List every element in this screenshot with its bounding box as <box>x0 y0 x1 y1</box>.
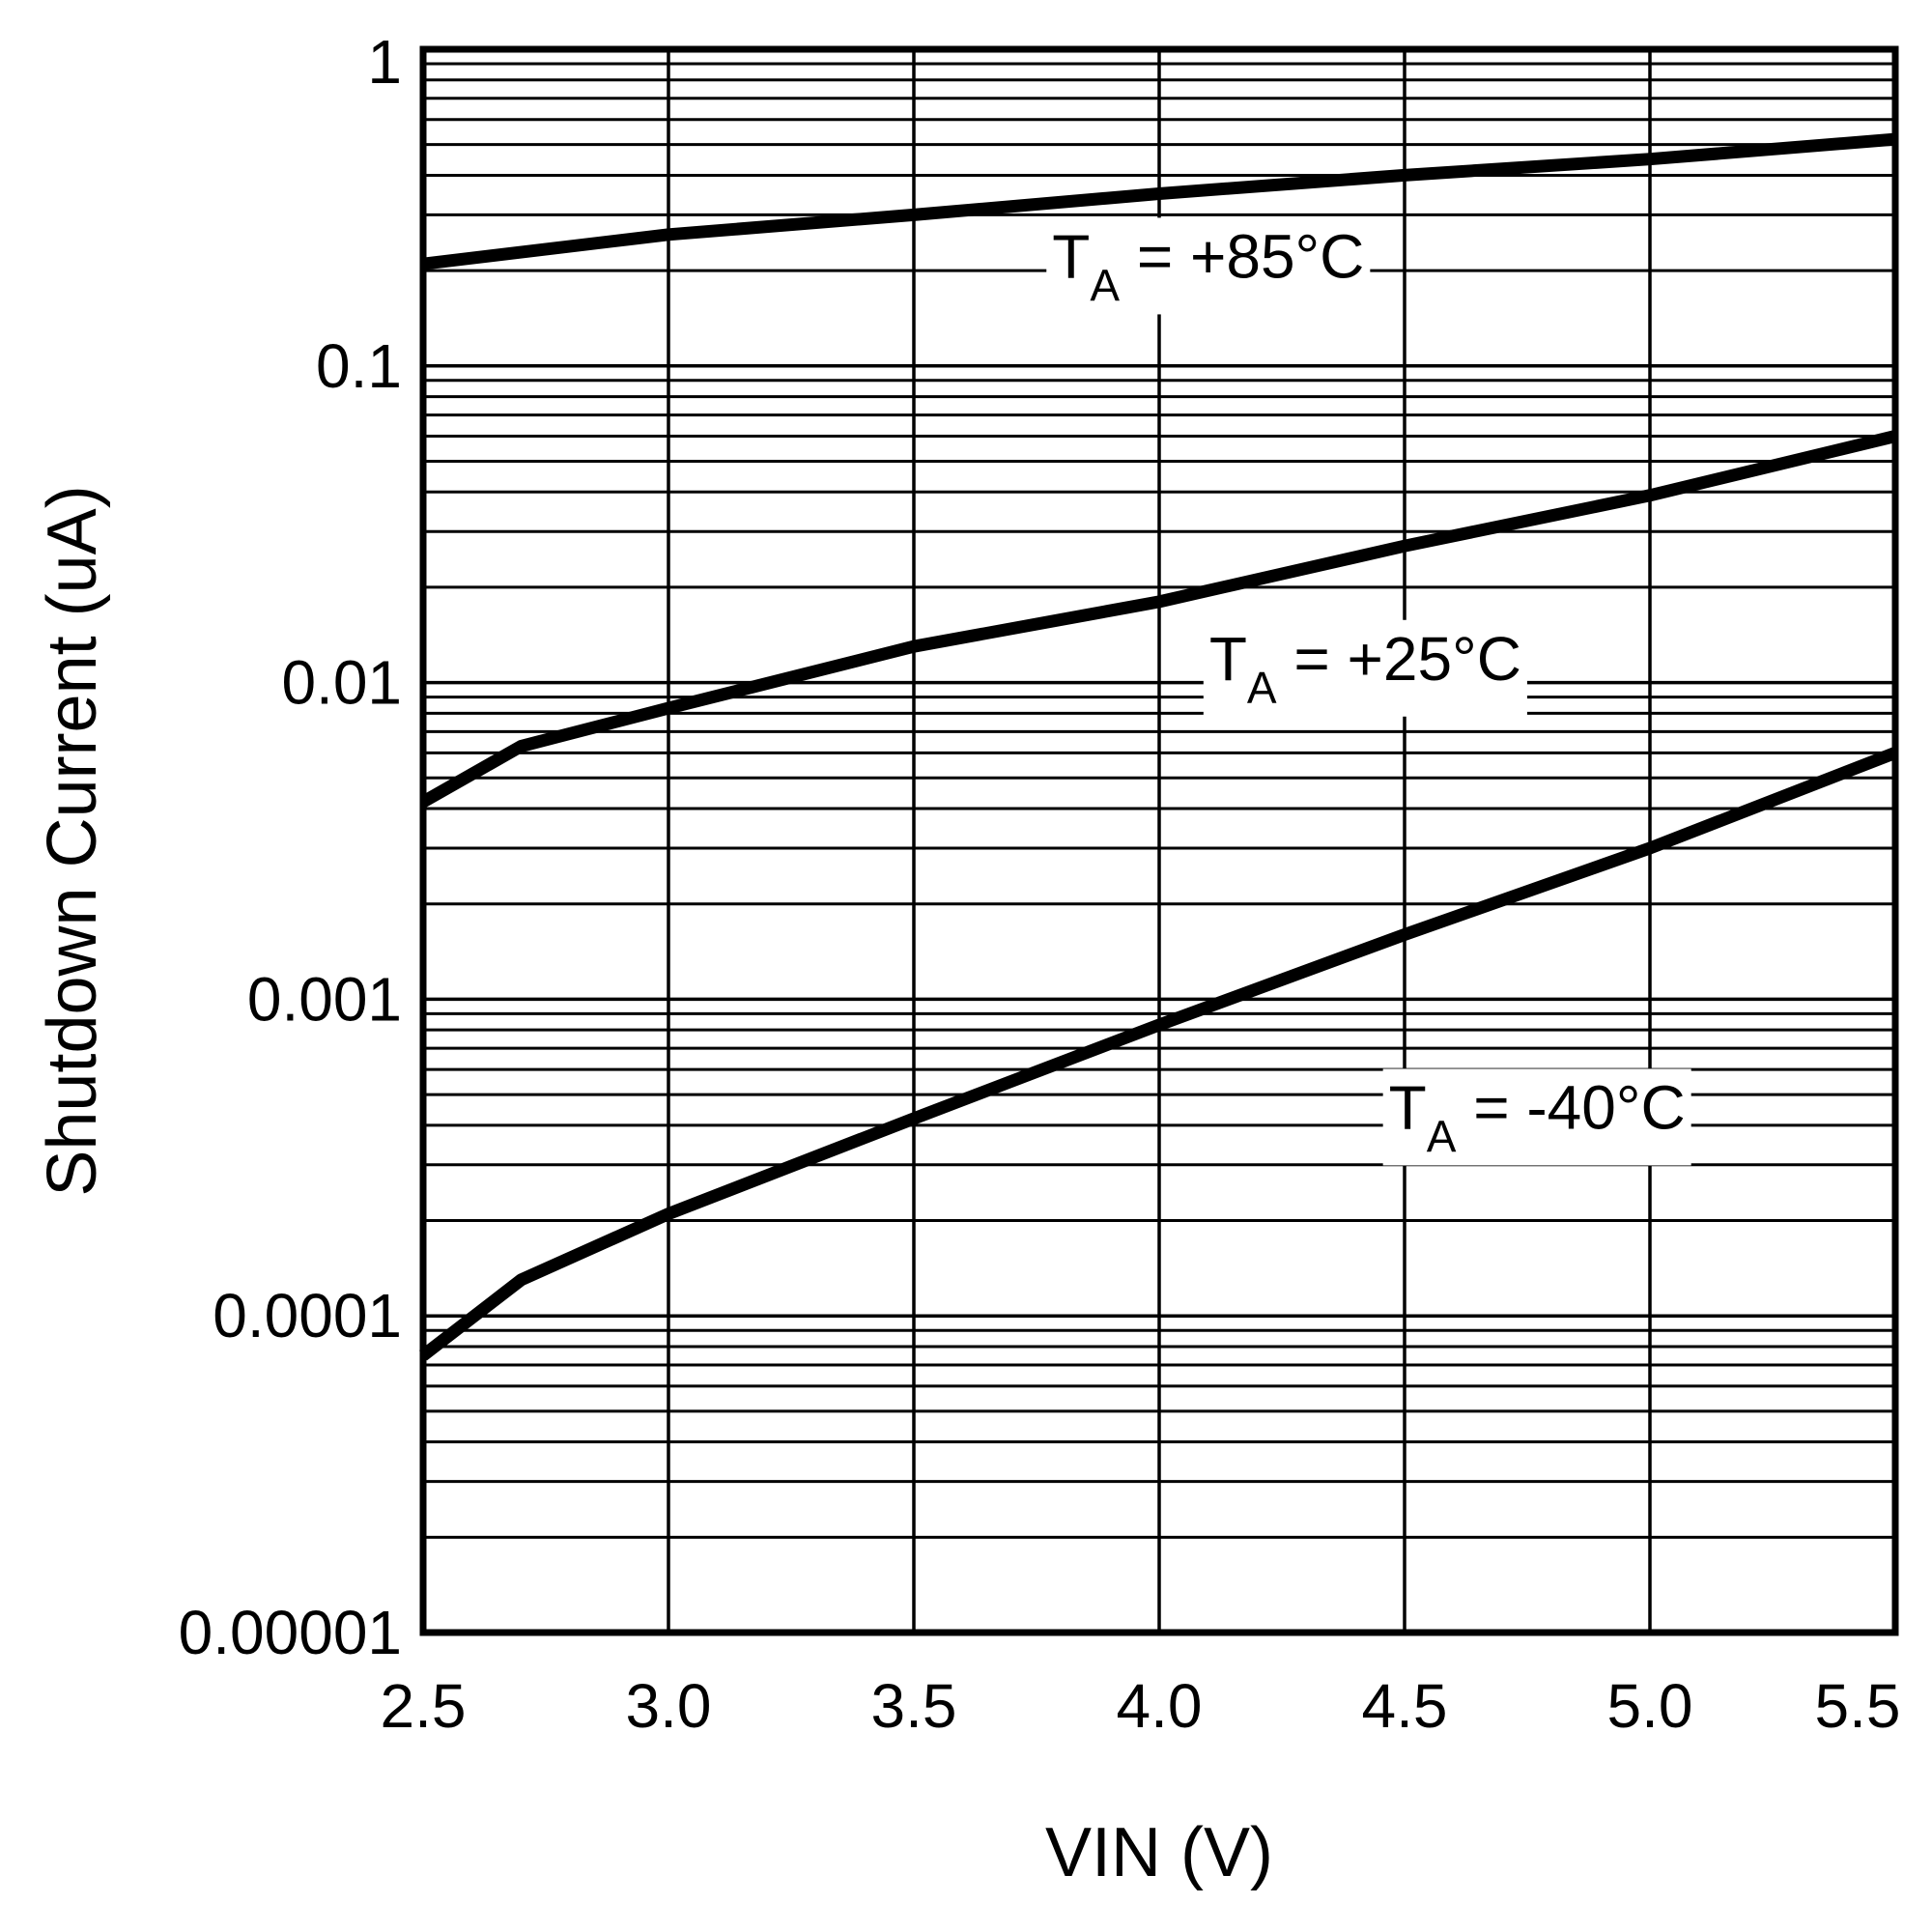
y-tick-label: 0.1 <box>316 331 402 401</box>
series-line-3 <box>419 747 1898 1361</box>
label-subscript: A <box>1247 663 1277 713</box>
x-tick-label: 5.5 <box>1815 1671 1901 1741</box>
series-lines <box>419 132 1898 1361</box>
x-tick-label: 2.5 <box>381 1671 467 1741</box>
x-tick-label: 5.0 <box>1607 1671 1693 1741</box>
y-axis-title: Shutdown Current (uA) <box>34 485 111 1196</box>
label-main: T <box>1389 1072 1427 1142</box>
label-main: T <box>1052 221 1090 291</box>
y-tick-label: 0.01 <box>281 648 402 718</box>
series-label-1: TA = +85°C <box>1046 217 1371 315</box>
x-tick-label: 3.5 <box>871 1671 957 1741</box>
label-main: T <box>1209 624 1247 694</box>
label-rest: = +25°C <box>1277 624 1521 694</box>
x-axis-title: VIN (V) <box>1045 1814 1273 1891</box>
label-subscript: A <box>1090 260 1120 310</box>
series-label-text: TA = +85°C <box>1052 221 1364 310</box>
label-rest: = +85°C <box>1120 221 1364 291</box>
x-tick-labels: 2.5 3.0 3.5 4.0 4.5 5.0 5.5 <box>381 1671 1901 1741</box>
y-tick-label: 1 <box>367 27 402 97</box>
series-label-text: TA = -40°C <box>1389 1072 1686 1161</box>
series-label-3: TA = -40°C <box>1382 1068 1691 1166</box>
series-labels: TA = +85°CTA = +25°CTA = -40°C <box>1046 217 1691 1166</box>
plot-frame <box>419 45 1899 1636</box>
series-line-1 <box>422 132 1896 270</box>
label-rest: = -40°C <box>1456 1072 1685 1142</box>
x-tick-label: 3.0 <box>626 1671 712 1741</box>
series-label-background <box>1046 217 1371 315</box>
label-subscript: A <box>1427 1111 1457 1161</box>
y-tick-label: 0.00001 <box>179 1598 402 1667</box>
series-label-background <box>1382 1068 1691 1166</box>
series-label-text: TA = +25°C <box>1209 624 1521 713</box>
y-tick-label: 0.0001 <box>213 1281 402 1350</box>
x-tick-label: 4.5 <box>1362 1671 1448 1741</box>
y-tick-label: 0.001 <box>247 964 402 1034</box>
series-label-2: TA = +25°C <box>1203 619 1527 717</box>
y-tick-labels: 0.00001 0.0001 0.001 0.01 0.1 1 <box>179 27 402 1667</box>
series-label-background <box>1203 619 1527 717</box>
series-line-2 <box>419 430 1897 808</box>
x-tick-label: 4.0 <box>1117 1671 1203 1741</box>
